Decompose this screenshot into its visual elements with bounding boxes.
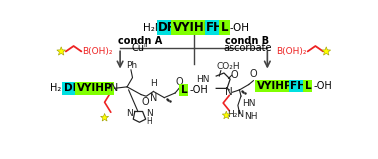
Text: N: N	[150, 93, 157, 103]
Text: VYIHP: VYIHP	[257, 81, 292, 91]
Polygon shape	[322, 47, 331, 55]
Text: L: L	[221, 21, 228, 34]
Text: B(OH)₂: B(OH)₂	[276, 47, 307, 56]
Text: B(OH)₂: B(OH)₂	[82, 47, 113, 56]
Text: O: O	[142, 97, 149, 107]
Text: VYIHP: VYIHP	[77, 83, 112, 93]
Text: Ph: Ph	[126, 61, 137, 70]
Text: N: N	[226, 87, 233, 97]
Text: H₂N-: H₂N-	[143, 23, 166, 33]
Text: HN: HN	[243, 99, 256, 108]
Text: -N: -N	[106, 83, 119, 93]
Text: NH: NH	[244, 112, 257, 121]
Text: H₂N: H₂N	[227, 110, 244, 119]
Text: condn A: condn A	[118, 36, 163, 46]
Text: Cuᴵᴵ: Cuᴵᴵ	[132, 43, 149, 53]
Text: VYIHP: VYIHP	[173, 21, 213, 34]
Text: H: H	[146, 117, 152, 126]
Text: O: O	[230, 69, 238, 80]
Text: O: O	[176, 77, 184, 87]
Text: N: N	[126, 109, 133, 118]
Text: N: N	[146, 109, 153, 118]
Text: L: L	[181, 85, 187, 95]
Text: -OH: -OH	[313, 81, 332, 91]
Text: DR: DR	[64, 83, 80, 93]
Text: FH: FH	[290, 81, 306, 91]
Text: condn B: condn B	[225, 36, 269, 46]
Text: O: O	[249, 69, 257, 79]
Text: FH: FH	[206, 21, 224, 34]
Polygon shape	[57, 47, 66, 55]
Text: H: H	[150, 79, 157, 88]
Text: HN: HN	[196, 75, 209, 84]
Text: -OH: -OH	[229, 23, 249, 33]
Polygon shape	[101, 113, 108, 121]
Text: ascorbate: ascorbate	[223, 43, 271, 53]
Text: L: L	[305, 81, 311, 91]
Text: CO₂H: CO₂H	[216, 62, 240, 71]
Text: DR: DR	[158, 21, 177, 34]
Text: H₂N-: H₂N-	[50, 83, 73, 93]
Text: -OH: -OH	[189, 85, 208, 95]
Polygon shape	[222, 111, 230, 119]
